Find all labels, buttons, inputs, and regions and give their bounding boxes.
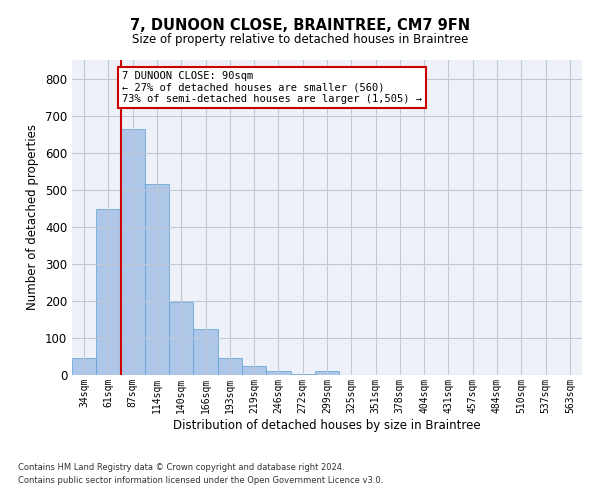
Bar [266, 372, 290, 375]
Text: Size of property relative to detached houses in Braintree: Size of property relative to detached ho… [132, 32, 468, 46]
Text: 7, DUNOON CLOSE, BRAINTREE, CM7 9FN: 7, DUNOON CLOSE, BRAINTREE, CM7 9FN [130, 18, 470, 32]
Bar [193, 328, 218, 375]
Bar [218, 358, 242, 375]
Bar [169, 302, 193, 375]
Bar [96, 210, 121, 375]
Bar [242, 366, 266, 375]
Bar [121, 128, 145, 375]
Text: Contains public sector information licensed under the Open Government Licence v3: Contains public sector information licen… [18, 476, 383, 485]
Bar [315, 372, 339, 375]
X-axis label: Distribution of detached houses by size in Braintree: Distribution of detached houses by size … [173, 418, 481, 432]
Text: 7 DUNOON CLOSE: 90sqm
← 27% of detached houses are smaller (560)
73% of semi-det: 7 DUNOON CLOSE: 90sqm ← 27% of detached … [122, 71, 422, 104]
Bar [72, 358, 96, 375]
Bar [290, 374, 315, 375]
Bar [145, 184, 169, 375]
Text: Contains HM Land Registry data © Crown copyright and database right 2024.: Contains HM Land Registry data © Crown c… [18, 464, 344, 472]
Y-axis label: Number of detached properties: Number of detached properties [26, 124, 40, 310]
